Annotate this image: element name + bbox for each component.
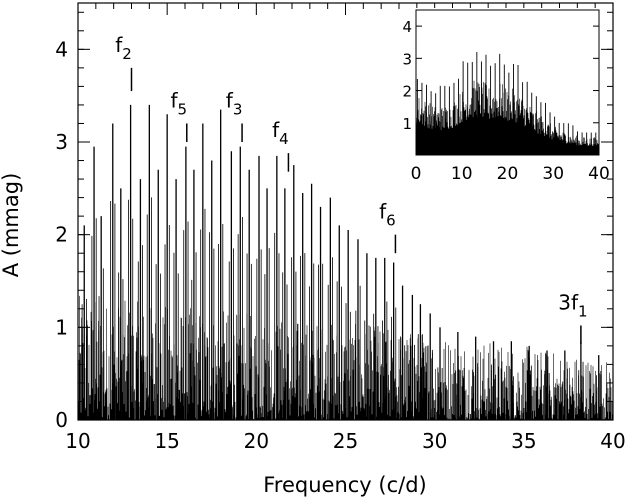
main-peaks-group (81, 104, 602, 420)
inset-x-tick-label-1: 10 (451, 164, 473, 184)
y-tick-label-3: 3 (55, 130, 68, 154)
inset-peaks-group (416, 51, 597, 155)
inset-x-tick-label-0: 0 (411, 164, 422, 184)
x-tick-label-2: 20 (244, 429, 269, 453)
annotation-label-3: f4 (272, 118, 289, 148)
y-tick-label-4: 4 (55, 37, 68, 61)
inset-y-tick-label-2: 3 (402, 50, 412, 68)
x-tick-label-1: 15 (154, 429, 179, 453)
inset-y-tick-label-3: 4 (402, 18, 412, 36)
x-tick-label-5: 35 (511, 429, 536, 453)
y-axis-label: A (mmag) (0, 173, 23, 278)
y-tick-label-0: 0 (55, 408, 68, 432)
x-tick-label-3: 25 (333, 429, 358, 453)
x-axis-label: Frequency (c/d) (263, 473, 427, 497)
inset-chart: 0 10 20 30 40 1 2 3 4 (402, 8, 610, 184)
annotation-label-1: f5 (170, 88, 187, 118)
y-tick-label-2: 2 (55, 223, 68, 247)
x-tick-label-0: 10 (65, 429, 90, 453)
peak-annotations: f2 f5 f3 f4 f6 3f1 (115, 33, 588, 345)
inset-axes: 0 10 20 30 40 1 2 3 4 (402, 9, 610, 184)
x-tick-label-4: 30 (422, 429, 447, 453)
annotation-label-0: f2 (115, 33, 132, 63)
inset-y-tick-label-1: 2 (402, 83, 412, 101)
inset-x-tick-label-2: 20 (497, 164, 519, 184)
annotation-label-2: f3 (226, 88, 243, 118)
y-tick-label-1: 1 (55, 315, 68, 339)
inset-y-tick-label-0: 1 (402, 115, 412, 133)
inset-x-tick-label-3: 30 (542, 164, 564, 184)
annotation-label-5: 3f1 (558, 290, 587, 320)
annotation-label-4: f6 (379, 200, 396, 230)
x-tick-label-6: 40 (600, 429, 625, 453)
inset-x-tick-label-4: 40 (588, 164, 610, 184)
